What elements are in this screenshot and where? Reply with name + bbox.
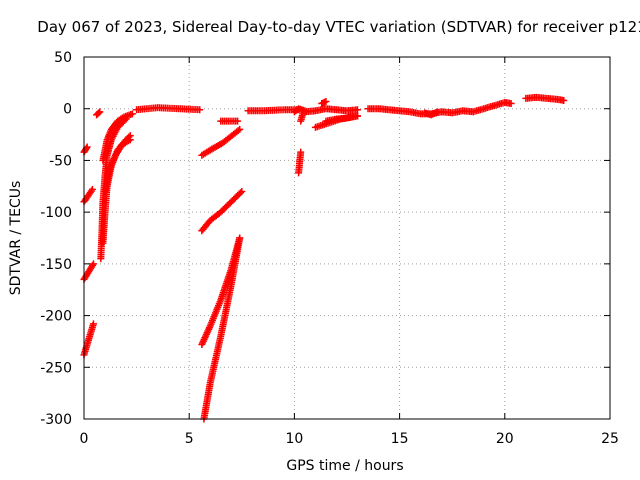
y-tick-label: -200 [40, 309, 72, 325]
series-arc-u [318, 97, 330, 108]
y-axis-label: SDTVAR / TECUs [8, 181, 24, 296]
data-point [96, 108, 104, 116]
data-marks [80, 93, 568, 423]
series-arc-i [99, 110, 136, 164]
y-tick-label: -300 [40, 412, 72, 428]
data-point [88, 185, 96, 193]
data-point [126, 136, 134, 144]
data-point [196, 106, 204, 114]
x-tick-label: 0 [80, 431, 89, 447]
data-point [430, 109, 438, 117]
y-tick-label: 0 [63, 102, 72, 118]
data-point [234, 127, 242, 135]
x-axis-ticks: 0 5 10 15 20 25 [80, 57, 619, 447]
x-tick-label: 10 [285, 431, 303, 447]
data-point [429, 110, 437, 118]
y-tick-label: -250 [40, 360, 72, 376]
series-arc-h [101, 136, 134, 195]
data-point [432, 109, 440, 117]
series-arc-e [93, 108, 104, 119]
series-arc-t [301, 105, 362, 116]
data-point [354, 112, 362, 120]
series-arc-w [311, 112, 362, 131]
series-arc-o [200, 234, 244, 423]
y-tick-label: 50 [54, 50, 72, 66]
data-point [297, 148, 305, 156]
chart-title: Day 067 of 2023, Sidereal Day-to-day VTE… [37, 18, 640, 36]
y-tick-label: -100 [40, 205, 72, 221]
data-point [89, 260, 97, 268]
data-point [236, 189, 244, 197]
data-point [83, 143, 91, 151]
series-arc-j [133, 104, 204, 114]
series-arc-r [295, 148, 305, 177]
data-point [236, 125, 244, 133]
data-point [236, 234, 244, 242]
data-point [128, 110, 136, 118]
plot-frame [83, 56, 611, 420]
data-point [89, 320, 97, 328]
series-arc-k [198, 125, 244, 159]
series-arc-d [80, 320, 97, 359]
y-tick-label: -50 [49, 153, 72, 169]
data-point [507, 100, 515, 108]
data-point [560, 96, 568, 104]
data-point [95, 109, 103, 117]
series-arc-l [217, 117, 242, 125]
data-point [354, 106, 362, 114]
series-arc-c [80, 260, 97, 283]
data-point [322, 97, 330, 105]
x-tick-label: 15 [391, 431, 409, 447]
data-point [87, 187, 95, 195]
data-point [234, 117, 242, 125]
series-arc-aa [522, 93, 568, 104]
series-arc-m [198, 187, 246, 235]
x-axis-label: GPS time / hours [286, 458, 403, 474]
x-tick-label: 20 [496, 431, 514, 447]
data-point [427, 111, 435, 119]
x-tick-label: 5 [185, 431, 194, 447]
series-arc-y [421, 108, 441, 119]
series-arc-z [438, 99, 515, 117]
y-axis-ticks: 50 0 -50 -100 -150 -200 -250 -300 [40, 50, 610, 428]
grid-lines [84, 57, 610, 419]
y-tick-label: -150 [40, 257, 72, 273]
data-point [238, 187, 246, 195]
data-point [89, 261, 97, 269]
x-tick-label: 25 [601, 431, 619, 447]
